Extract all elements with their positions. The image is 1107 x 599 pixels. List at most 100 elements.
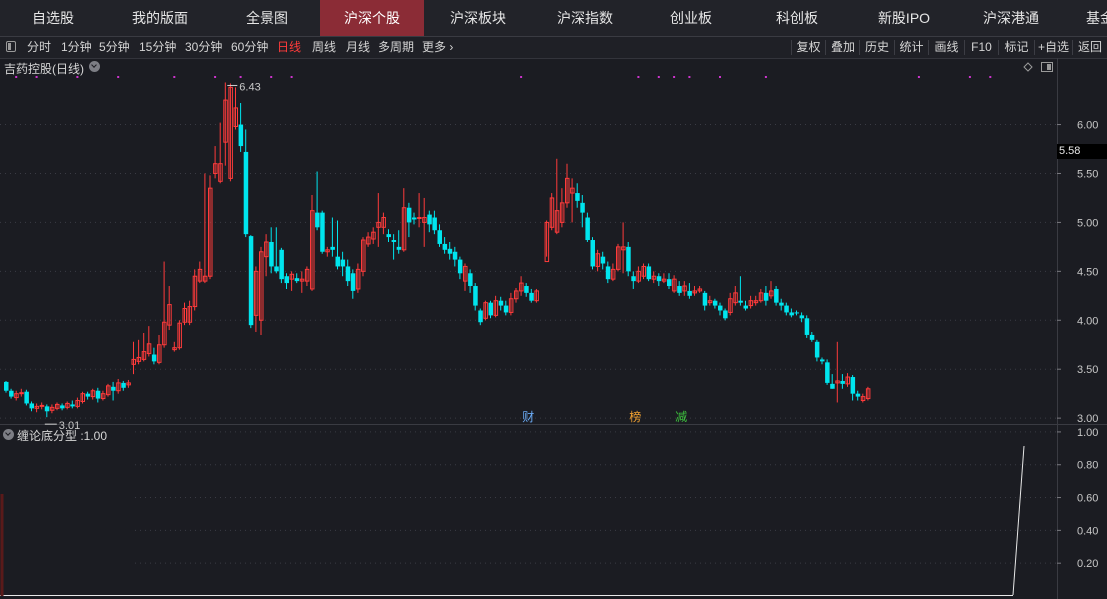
marker-dot [214, 76, 217, 78]
tool-button[interactable]: 历史 [864, 40, 889, 54]
candle-body [75, 400, 80, 407]
tool-button[interactable]: 统计 [899, 40, 924, 54]
candle-body [559, 202, 565, 223]
marker-dot [15, 76, 18, 78]
candle-body [442, 243, 448, 250]
candle-body [39, 404, 45, 407]
candle-body [707, 300, 713, 304]
nav-tab[interactable]: 我的版面 [132, 10, 188, 26]
candle-body [284, 276, 289, 284]
candle-body [656, 276, 662, 282]
period-button[interactable]: 5分钟 [99, 40, 130, 54]
candle-body [269, 241, 274, 267]
candle-body [315, 212, 320, 228]
candle-body [294, 278, 300, 282]
candle-body [580, 202, 585, 213]
candle-body [616, 246, 621, 270]
candle-body [44, 406, 50, 412]
nav-tab[interactable]: 全景图 [246, 10, 288, 26]
nav-tab[interactable]: 沪深个股 [320, 0, 424, 36]
candle-body [213, 163, 218, 174]
price-tick-label: 3.00 [1077, 413, 1098, 425]
price-tick-label: 6.00 [1077, 120, 1098, 132]
period-button[interactable]: 周线 [312, 40, 337, 54]
candle-body [19, 392, 24, 395]
tool-button[interactable]: F10 [971, 40, 992, 54]
candle-body [238, 124, 244, 147]
candle-body [371, 231, 376, 240]
marker-dot [917, 76, 920, 78]
candle-body [29, 403, 34, 409]
tool-button[interactable]: +自选 [1037, 40, 1069, 54]
candle-body [116, 382, 121, 392]
candle-body [774, 288, 779, 303]
candle-body [111, 386, 116, 391]
indicator-title: 缠论底分型 :1.00 [17, 429, 108, 443]
tool-button[interactable]: 返回 [1077, 40, 1102, 54]
period-button[interactable]: 30分钟 [185, 40, 223, 54]
period-button[interactable]: 1分钟 [61, 40, 92, 54]
candle-body [427, 214, 432, 225]
candle-body [34, 405, 40, 409]
marker-dot [76, 76, 79, 78]
candle-body [804, 318, 810, 335]
tool-button[interactable]: 复权 [796, 40, 821, 54]
candle-body [320, 212, 325, 252]
candle-body [697, 288, 703, 292]
nav-tab[interactable]: 科创板 [776, 10, 818, 26]
candle-body [136, 356, 142, 362]
candle-body [702, 292, 708, 306]
candle-body [335, 256, 340, 267]
period-toolbar: 分时 1分钟 5分钟 15分钟 30分钟 60分钟 日线 周线 月线 多周期 更多 › 复权 叠加 历史统… [0, 37, 1107, 59]
candle-body [350, 273, 356, 291]
marker-dot [989, 76, 992, 78]
nav-tab[interactable]: 创业板 [670, 10, 712, 26]
candle-body [544, 221, 550, 263]
period-button[interactable]: 多周期 [378, 40, 415, 54]
candle-body [248, 236, 254, 326]
candle-body [687, 290, 692, 296]
candle-body [855, 393, 861, 397]
candle-body [24, 391, 29, 404]
tool-button[interactable]: 画线 [934, 40, 959, 54]
period-button[interactable]: 60分钟 [231, 40, 269, 54]
candle-body [304, 268, 310, 282]
tool-button[interactable]: 叠加 [830, 40, 855, 54]
candle-body [595, 253, 601, 267]
candle-body [651, 275, 657, 280]
nav-tab[interactable]: 自选股 [32, 10, 74, 26]
nav-tab[interactable]: 沪深港通 [983, 10, 1039, 26]
candle-body [835, 380, 840, 384]
marker-dot [173, 76, 176, 78]
candle-body [534, 290, 539, 302]
dropdown-circle-icon[interactable] [89, 61, 100, 72]
tool-button[interactable]: 标记 [1004, 40, 1029, 54]
marker-dot [657, 76, 660, 78]
panel-toggle-icon[interactable] [6, 41, 16, 52]
candle-body [763, 292, 769, 301]
period-button[interactable]: 分时 [27, 40, 52, 54]
candle-body [738, 300, 743, 303]
candle-body [743, 305, 748, 309]
marker-dot [637, 76, 640, 78]
candle-body [457, 259, 463, 274]
period-button[interactable]: 15分钟 [139, 40, 177, 54]
candle-body [253, 270, 259, 316]
indicator-dropdown-icon[interactable] [3, 429, 14, 440]
nav-tab[interactable]: 新股IPO [877, 10, 931, 26]
candle-body [758, 292, 764, 302]
candle-body [310, 210, 315, 290]
period-button[interactable]: 更多 › [422, 40, 454, 54]
candle-body [162, 321, 167, 346]
period-button[interactable]: 日线 [277, 40, 302, 54]
price-tick-label: 4.50 [1077, 266, 1098, 278]
candle-body [549, 197, 555, 228]
candle-body [621, 246, 626, 251]
period-button[interactable]: 月线 [346, 40, 371, 54]
nav-tab[interactable]: 沪深板块 [450, 10, 506, 26]
candle-body [718, 305, 723, 311]
nav-tab[interactable]: 基金 [1086, 10, 1107, 26]
candle-body [376, 221, 381, 228]
nav-tab[interactable]: 沪深指数 [557, 10, 613, 26]
